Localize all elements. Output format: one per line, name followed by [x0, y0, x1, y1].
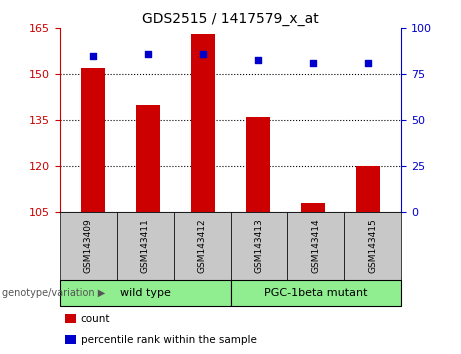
Point — [364, 61, 372, 66]
Text: count: count — [81, 314, 110, 324]
Text: GSM143412: GSM143412 — [198, 219, 207, 273]
Point — [89, 53, 97, 59]
Bar — [81, 68, 105, 212]
Text: wild type: wild type — [120, 288, 171, 298]
Bar — [301, 203, 325, 212]
Bar — [136, 105, 160, 212]
Text: percentile rank within the sample: percentile rank within the sample — [81, 335, 257, 345]
Text: GSM143414: GSM143414 — [311, 219, 320, 273]
Point — [199, 51, 207, 57]
Bar — [356, 166, 380, 212]
Point — [309, 61, 317, 66]
Text: GSM143409: GSM143409 — [84, 219, 93, 273]
Bar — [246, 117, 271, 212]
Title: GDS2515 / 1417579_x_at: GDS2515 / 1417579_x_at — [142, 12, 319, 26]
Bar — [190, 34, 215, 212]
Point — [254, 57, 262, 62]
Text: PGC-1beta mutant: PGC-1beta mutant — [264, 288, 367, 298]
Text: GSM143411: GSM143411 — [141, 219, 150, 273]
Point — [144, 51, 152, 57]
Text: GSM143413: GSM143413 — [254, 219, 263, 273]
Text: GSM143415: GSM143415 — [368, 219, 377, 273]
Text: genotype/variation ▶: genotype/variation ▶ — [2, 288, 106, 298]
